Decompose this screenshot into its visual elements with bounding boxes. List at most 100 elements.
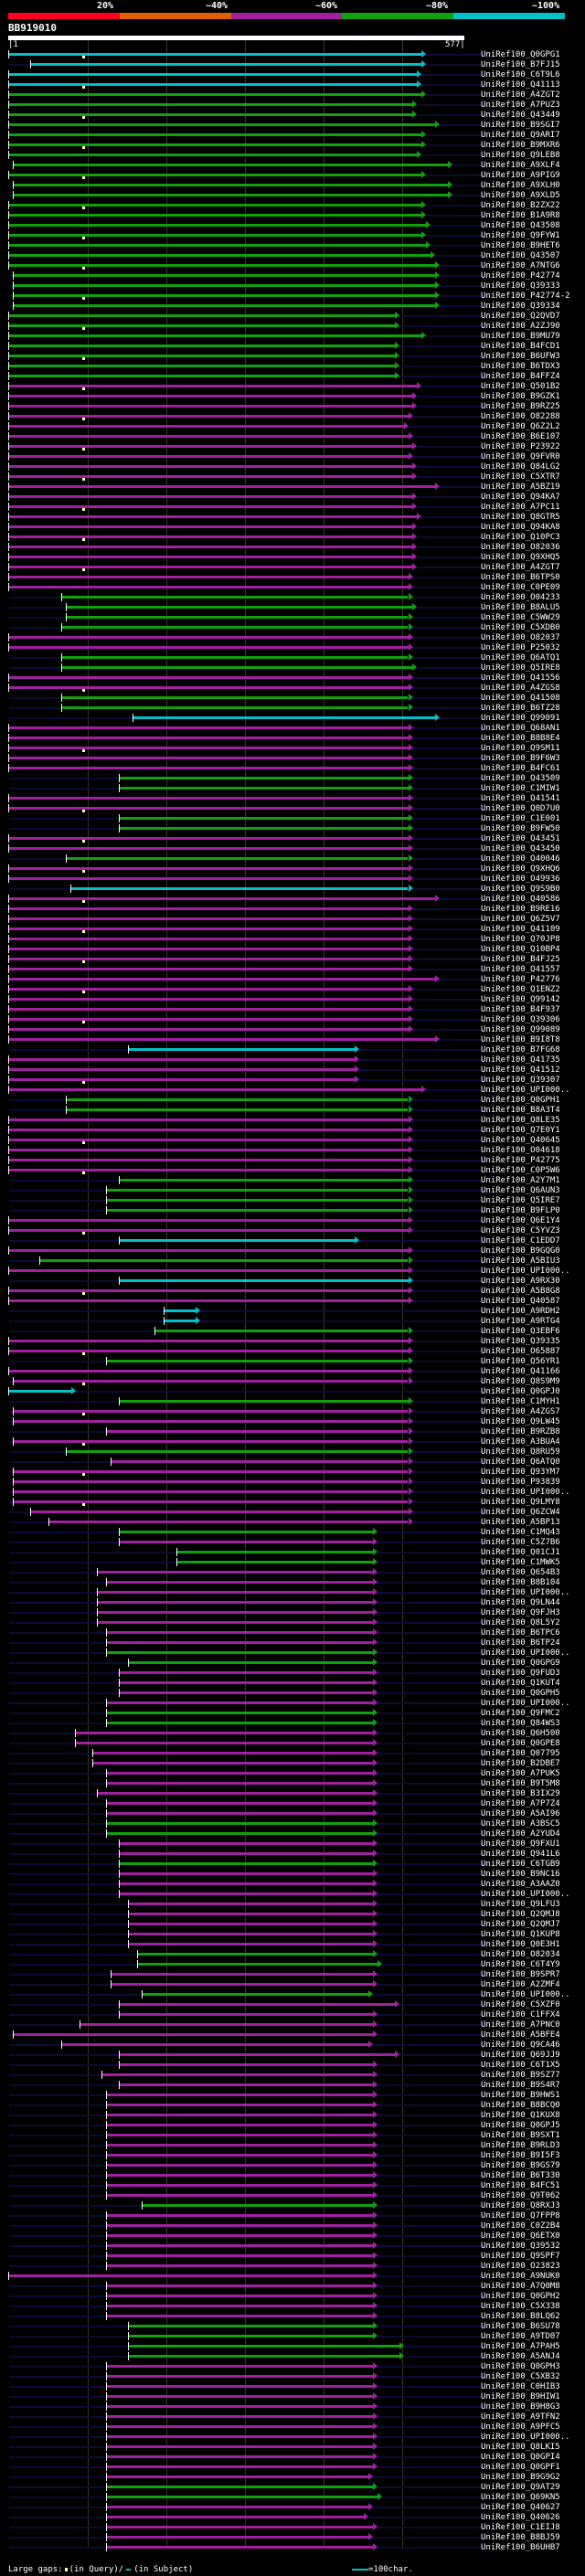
hit-label[interactable]: UniRef100_B2DBE7 xyxy=(481,1759,560,1768)
alignment-bar[interactable] xyxy=(106,2284,373,2287)
hit-row[interactable]: UniRef100_Q43451 xyxy=(0,834,585,844)
hit-row[interactable]: UniRef100_A4ZGT7 xyxy=(0,563,585,573)
alignment-bar[interactable] xyxy=(106,1832,373,1835)
hit-label[interactable]: UniRef100_Q8RXJ3 xyxy=(481,2201,560,2210)
hit-row[interactable]: UniRef100_C6T9L6 xyxy=(0,70,585,80)
hit-row[interactable]: UniRef100_B4FC51 xyxy=(0,2181,585,2191)
hit-row[interactable]: UniRef100_A2ZMF4 xyxy=(0,1980,585,1990)
hit-label[interactable]: UniRef100_Q6H500 xyxy=(481,1729,560,1738)
hit-row[interactable]: UniRef100_O65887 xyxy=(0,1347,585,1357)
hit-row[interactable]: UniRef100_Q9FUD3 xyxy=(0,1669,585,1679)
alignment-bar[interactable] xyxy=(120,1671,373,1674)
hit-label[interactable]: UniRef100_A5AI96 xyxy=(481,1809,560,1818)
hit-row[interactable]: UniRef100_C0P5W6 xyxy=(0,1166,585,1176)
hit-label[interactable]: UniRef100_UPI000.. xyxy=(481,1267,570,1276)
alignment-bar[interactable] xyxy=(106,2124,373,2126)
alignment-bar[interactable] xyxy=(9,113,413,116)
alignment-bar[interactable] xyxy=(9,455,409,458)
hit-row[interactable]: UniRef100_A5BFE4 xyxy=(0,2030,585,2041)
hit-row[interactable]: UniRef100_O04233 xyxy=(0,593,585,603)
hit-row[interactable]: UniRef100_Q0GPJ0 xyxy=(0,1387,585,1397)
hit-row[interactable]: UniRef100_Q40046 xyxy=(0,854,585,864)
hit-row[interactable]: UniRef100_Q654B3 xyxy=(0,1568,585,1578)
alignment-bar[interactable] xyxy=(106,2445,373,2448)
hit-row[interactable]: UniRef100_Q84WS3 xyxy=(0,1719,585,1729)
hit-label[interactable]: UniRef100_B4FJ25 xyxy=(481,955,560,964)
hit-label[interactable]: UniRef100_Q9FMC2 xyxy=(481,1709,560,1718)
hit-row[interactable]: UniRef100_Q1KUT4 xyxy=(0,1679,585,1689)
alignment-bar[interactable] xyxy=(13,194,449,196)
alignment-bar[interactable] xyxy=(9,1028,409,1031)
hit-label[interactable]: UniRef100_B4F937 xyxy=(481,1005,560,1014)
hit-label[interactable]: UniRef100_A3BUA4 xyxy=(481,1437,560,1447)
alignment-bar[interactable] xyxy=(67,606,413,609)
hit-row[interactable]: UniRef100_O82034 xyxy=(0,1950,585,1960)
hit-row[interactable]: UniRef100_Q9FYW1 xyxy=(0,231,585,241)
hit-label[interactable]: UniRef100_Q0GPI4 xyxy=(481,2453,560,2462)
alignment-bar[interactable] xyxy=(9,154,418,156)
hit-label[interactable]: UniRef100_UPI000.. xyxy=(481,1890,570,1899)
hit-row[interactable]: UniRef100_P23922 xyxy=(0,442,585,452)
hit-row[interactable]: UniRef100_B8B104 xyxy=(0,1578,585,1588)
alignment-bar[interactable] xyxy=(106,2415,373,2418)
hit-row[interactable]: UniRef100_Q6Z5V7 xyxy=(0,915,585,925)
hit-row[interactable]: UniRef100_A7NTG6 xyxy=(0,261,585,271)
alignment-bar[interactable] xyxy=(106,1712,373,1714)
hit-label[interactable]: UniRef100_Q8RU59 xyxy=(481,1447,560,1457)
alignment-bar[interactable] xyxy=(120,1400,409,1403)
hit-row[interactable]: UniRef100_B9S4R7 xyxy=(0,2081,585,2091)
hit-label[interactable]: UniRef100_Q9S9B0 xyxy=(481,885,560,894)
hit-row[interactable]: UniRef100_Q6ATQ1 xyxy=(0,653,585,663)
hit-row[interactable]: UniRef100_Q0GPH3 xyxy=(0,2362,585,2372)
hit-row[interactable]: UniRef100_B9T5M8 xyxy=(0,1779,585,1789)
alignment-bar[interactable] xyxy=(9,566,413,568)
alignment-bar[interactable] xyxy=(9,264,435,267)
hit-label[interactable]: UniRef100_Q0D7U0 xyxy=(481,804,560,813)
hit-label[interactable]: UniRef100_Q9LN44 xyxy=(481,1598,560,1607)
hit-label[interactable]: UniRef100_B6SU78 xyxy=(481,2322,560,2331)
alignment-bar[interactable] xyxy=(120,1179,409,1182)
alignment-bar[interactable] xyxy=(9,395,413,398)
hit-row[interactable]: UniRef100_B9RZB8 xyxy=(0,1427,585,1437)
alignment-bar[interactable] xyxy=(106,1701,373,1704)
hit-row[interactable]: UniRef100_C0PE09 xyxy=(0,583,585,593)
hit-row[interactable]: UniRef100_B9RE16 xyxy=(0,905,585,915)
alignment-bar[interactable] xyxy=(106,2375,373,2378)
hit-label[interactable]: UniRef100_A5ANJ4 xyxy=(481,2352,560,2361)
hit-label[interactable]: UniRef100_Q0GPJ0 xyxy=(481,1387,560,1396)
hit-label[interactable]: UniRef100_A9XLH0 xyxy=(481,181,560,190)
alignment-bar[interactable] xyxy=(9,797,409,800)
alignment-bar[interactable] xyxy=(48,1521,409,1523)
hit-row[interactable]: UniRef100_C5XB32 xyxy=(0,2372,585,2382)
hit-row[interactable]: UniRef100_Q8GTR5 xyxy=(0,513,585,523)
hit-label[interactable]: UniRef100_Q6ATQ0 xyxy=(481,1458,560,1467)
hit-label[interactable]: UniRef100_A7PUK5 xyxy=(481,1769,560,1778)
hit-label[interactable]: UniRef100_B8BJ59 xyxy=(481,2533,560,2542)
hit-label[interactable]: UniRef100_A4ZGS7 xyxy=(481,1407,560,1416)
hit-label[interactable]: UniRef100_A4ZGS8 xyxy=(481,684,560,693)
alignment-bar[interactable] xyxy=(9,1229,409,1232)
hit-row[interactable]: UniRef100_A7P7Z4 xyxy=(0,1799,585,1809)
hit-label[interactable]: UniRef100_Q9FUD3 xyxy=(481,1669,560,1678)
hit-row[interactable]: UniRef100_Q8RU59 xyxy=(0,1447,585,1458)
alignment-bar[interactable] xyxy=(62,706,409,709)
hit-label[interactable]: UniRef100_Q39307 xyxy=(481,1076,560,1085)
alignment-bar[interactable] xyxy=(9,1350,409,1352)
hit-row[interactable]: UniRef100_Q39333 xyxy=(0,281,585,292)
hit-row[interactable]: UniRef100_B9SGI7 xyxy=(0,121,585,131)
alignment-bar[interactable] xyxy=(106,2244,373,2247)
hit-label[interactable]: UniRef100_B9SPR7 xyxy=(481,1970,560,1979)
hit-row[interactable]: UniRef100_C5XZF0 xyxy=(0,2000,585,2010)
hit-label[interactable]: UniRef100_A2YUD4 xyxy=(481,1829,560,1839)
hit-row[interactable]: UniRef100_Q0GPH2 xyxy=(0,2292,585,2302)
alignment-bar[interactable] xyxy=(111,1983,373,1986)
hit-label[interactable]: UniRef100_Q9T062 xyxy=(481,2191,560,2200)
alignment-bar[interactable] xyxy=(31,1511,409,1513)
hit-row[interactable]: UniRef100_Q94KA7 xyxy=(0,493,585,503)
hit-row[interactable]: UniRef100_Q9FXU1 xyxy=(0,1839,585,1850)
alignment-bar[interactable] xyxy=(62,656,409,659)
hit-row[interactable]: UniRef100_B9HET6 xyxy=(0,241,585,251)
alignment-bar[interactable] xyxy=(120,1531,373,1533)
hit-label[interactable]: UniRef100_B9I8T8 xyxy=(481,1035,560,1044)
alignment-bar[interactable] xyxy=(13,184,449,186)
